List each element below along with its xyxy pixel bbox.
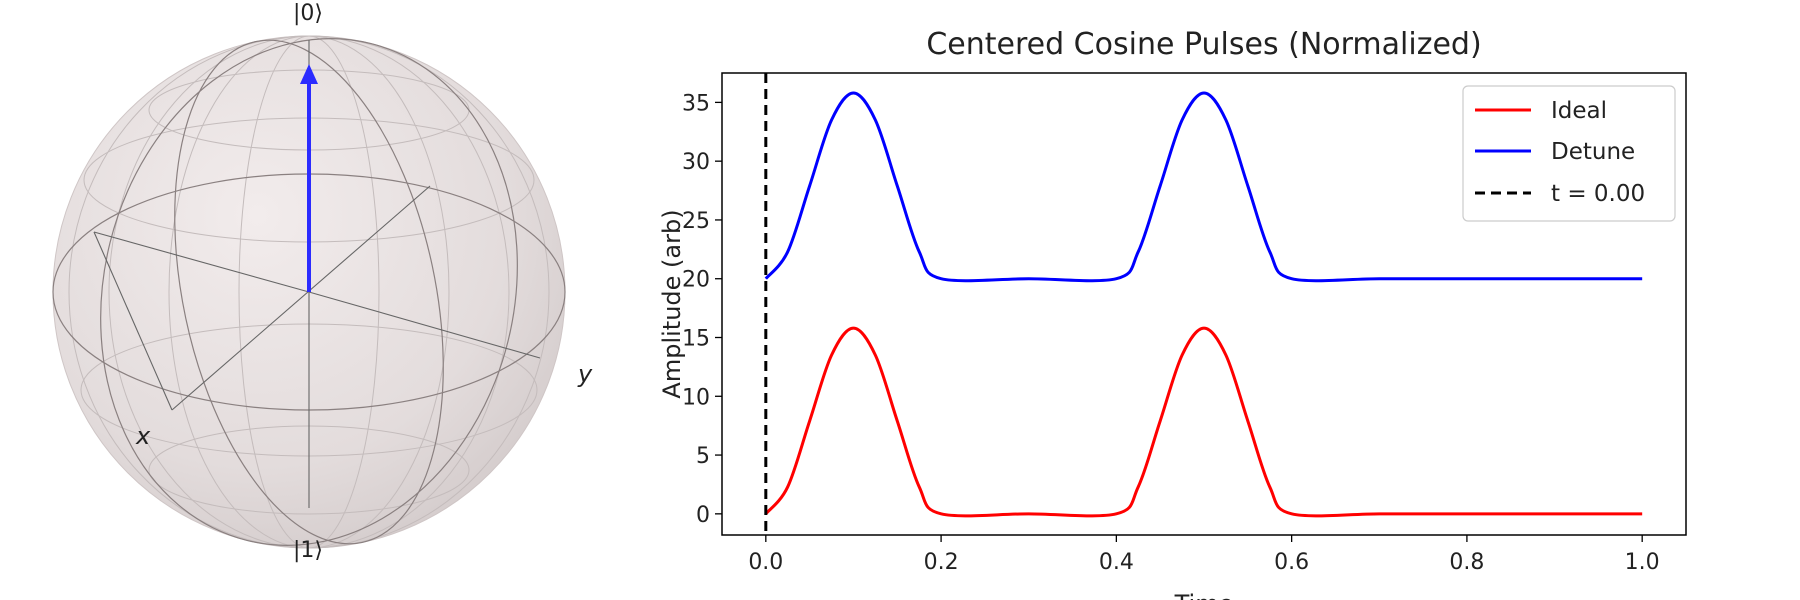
x-tick-label: 0.6 (1274, 550, 1309, 575)
legend-label-ideal: Ideal (1551, 98, 1607, 124)
y-tick-label: 10 (682, 385, 710, 410)
legend: Ideal Detune t = 0.00 (1462, 85, 1676, 222)
sphere-axis-x (93, 231, 173, 411)
sphere-axis-y-inner (308, 291, 541, 359)
line-chart: Centered Cosine Pulses (Normalized) 0 5 10… (658, 27, 1687, 600)
legend-label-detune: Detune (1551, 139, 1635, 165)
y-axis-label: Amplitude (arb) (658, 209, 686, 398)
bloch-sphere: |0⟩ |1⟩ x y (52, 1, 593, 563)
y-tick-label: 15 (682, 327, 710, 352)
axis-y-label: y (577, 360, 593, 388)
legend-label-marker: t = 0.00 (1551, 181, 1645, 207)
y-tick-label: 25 (682, 209, 710, 234)
x-axis-ticks: 0.0 0.2 0.4 0.6 0.8 1.0 (748, 535, 1660, 575)
sphere-meridian-b (100, 38, 518, 546)
x-tick-label: 0.8 (1449, 550, 1484, 575)
sphere-meridian-a (174, 39, 444, 545)
series-layer (764, 73, 1643, 535)
sphere-axis-y (171, 185, 431, 411)
x-tick-label: 0.4 (1099, 550, 1134, 575)
y-tick-label: 35 (682, 91, 710, 116)
series-line-detune (764, 91, 1643, 283)
y-tick-label: 30 (682, 150, 710, 175)
axis-x-label: x (135, 422, 151, 450)
y-axis-ticks: 0 5 10 15 20 25 30 35 (682, 91, 722, 528)
x-tick-label: 0.0 (748, 550, 783, 575)
chart-title: Centered Cosine Pulses (Normalized) (926, 27, 1481, 62)
y-tick-label: 20 (682, 268, 710, 293)
plot-frame (721, 72, 1687, 536)
y-tick-label: 0 (696, 503, 710, 528)
series-line-ideal (764, 326, 1643, 518)
legend-box (1462, 85, 1676, 222)
x-tick-label: 0.2 (924, 550, 959, 575)
ket-zero-label: |0⟩ (293, 1, 323, 26)
state-vector-arrowhead (300, 64, 318, 84)
x-axis-label: Time (1174, 590, 1234, 600)
y-tick-label: 5 (696, 444, 710, 469)
ket-one-label: |1⟩ (293, 538, 323, 563)
sphere-axis-x-inner (93, 231, 310, 293)
sphere-longitude-lines (68, 35, 550, 549)
x-tick-label: 1.0 (1625, 550, 1660, 575)
